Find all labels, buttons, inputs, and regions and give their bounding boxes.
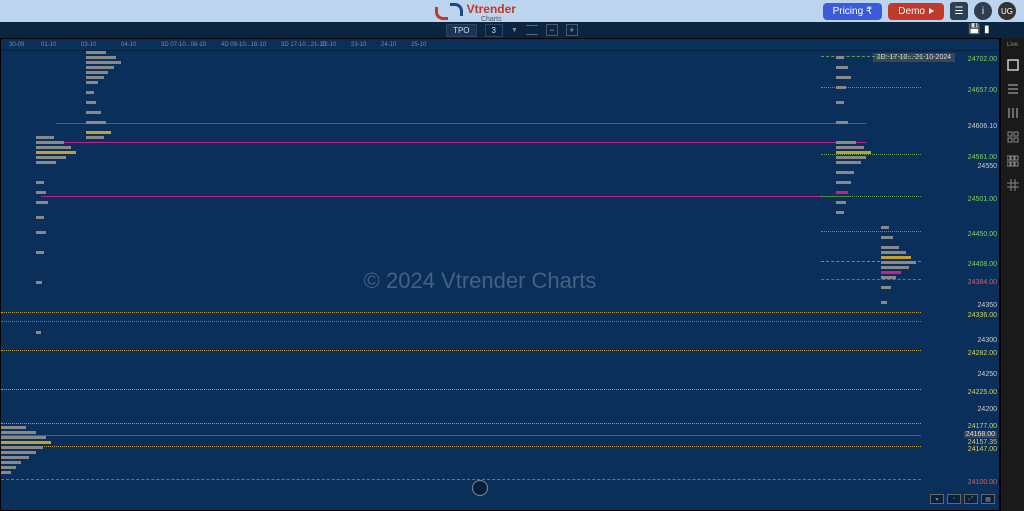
grid-icon[interactable]: ▦ <box>981 494 995 504</box>
date-tick: 24-10 <box>381 42 396 48</box>
level-line <box>1 389 921 390</box>
price-axis: ▾ ▫ ⤢ ▦ 24702.0024657.0024606.1024561.00… <box>959 51 999 510</box>
date-tick: 03-10 <box>81 42 96 48</box>
date-tick: 01-10 <box>41 42 56 48</box>
avatar[interactable]: UG <box>998 2 1016 20</box>
expand-icon[interactable]: ⤢ <box>964 494 978 504</box>
level-line <box>1 423 921 424</box>
play-icon <box>929 8 934 14</box>
price-tick: 24384.00 <box>968 279 997 286</box>
date-axis: 30-09 01-10 03-10 04-10 3D 07-10...08-10 4D 0… <box>1 39 999 51</box>
price-tick: 24177.00 <box>968 423 997 430</box>
price-tick: 24157.35 <box>968 439 997 446</box>
level-line <box>1 321 921 322</box>
price-tick: 24200 <box>978 406 997 413</box>
price-tick: 24702.00 <box>968 56 997 63</box>
price-tick: 24282.00 <box>968 350 997 357</box>
menu-icon[interactable]: ☰ <box>950 2 968 20</box>
price-tick: 24606.10 <box>968 123 997 130</box>
date-tick: 25-10 <box>411 42 426 48</box>
grid9-icon[interactable] <box>1006 178 1020 192</box>
price-tick: 24336.00 <box>968 312 997 319</box>
price-tick: 24147.00 <box>968 446 997 453</box>
price-tick: 24561.00 <box>968 154 997 161</box>
tpo-label[interactable]: TPO <box>446 24 476 37</box>
level-line <box>821 154 921 155</box>
logo-icon <box>435 3 463 19</box>
date-tick: 4D 09-10...16-10 <box>221 42 266 48</box>
level-line <box>1 312 921 313</box>
toolbar: TPO 3 ▼ − + 💾 ▮ <box>0 22 1024 38</box>
price-tick: 24350 <box>978 302 997 309</box>
columns-icon[interactable] <box>1006 106 1020 120</box>
plus-button[interactable]: + <box>566 24 578 36</box>
info-icon[interactable]: i <box>974 2 992 20</box>
live-label: Live <box>1007 42 1018 48</box>
price-tick: 24100.00 <box>968 479 997 486</box>
level-line <box>41 196 851 197</box>
price-tick: 24225.00 <box>968 389 997 396</box>
level-line <box>821 231 921 232</box>
pricing-button[interactable]: Pricing ₹ <box>823 3 883 20</box>
right-sidebar: Live <box>1000 38 1024 511</box>
square-icon[interactable] <box>1006 58 1020 72</box>
tpo-value[interactable]: 3 <box>485 24 503 37</box>
lines-icon[interactable] <box>526 25 538 35</box>
chart-body[interactable]: © 2024 Vtrender Charts 3D: 17-10... 21-1… <box>1 51 959 510</box>
demo-button[interactable]: Demo <box>888 3 944 20</box>
v-icon[interactable]: ▾ <box>930 494 944 504</box>
main-area: 30-09 01-10 03-10 04-10 3D 07-10...08-10 4D 0… <box>0 38 1024 511</box>
watermark: © 2024 Vtrender Charts <box>364 268 597 294</box>
focus-icon[interactable] <box>472 480 488 496</box>
level-line <box>1 479 921 480</box>
grid4-icon[interactable] <box>1006 130 1020 144</box>
level-line <box>56 123 866 124</box>
level-line <box>56 142 866 143</box>
price-tick: 24300 <box>978 337 997 344</box>
level-line <box>1 350 921 351</box>
level-line <box>1 435 921 436</box>
date-tick: 22-10 <box>321 42 336 48</box>
price-tick: 24250 <box>978 371 997 378</box>
price-tick: 24408.00 <box>968 261 997 268</box>
date-tick: 04-10 <box>121 42 136 48</box>
price-tick: 24168.00 <box>964 431 997 438</box>
minus-button[interactable]: − <box>546 24 558 36</box>
bookmark-icon[interactable]: ▮ <box>984 24 996 36</box>
top-bar: Vtrender Charts Pricing ₹ Demo ☰ i UG <box>0 0 1024 22</box>
price-tick: 24550 <box>978 163 997 170</box>
dropdown-icon[interactable]: ▼ <box>511 27 518 34</box>
date-tick: 3D 07-10...08-10 <box>161 42 206 48</box>
price-tick: 24657.00 <box>968 87 997 94</box>
logo-text: Vtrender <box>467 2 516 16</box>
grid6-icon[interactable] <box>1006 154 1020 168</box>
level-line <box>821 196 921 197</box>
level-line <box>1 446 921 447</box>
logo: Vtrender Charts <box>435 0 516 23</box>
date-tick: 3D 17-10...21-10 <box>281 42 326 48</box>
level-line <box>821 279 921 280</box>
save-icon[interactable]: 💾 <box>968 24 980 36</box>
price-tick: 24450.00 <box>968 231 997 238</box>
chart-container[interactable]: 30-09 01-10 03-10 04-10 3D 07-10...08-10 4D 0… <box>0 38 1000 511</box>
list-icon[interactable] <box>1006 82 1020 96</box>
mc-icon[interactable]: ▫ <box>947 494 961 504</box>
date-tick: 30-09 <box>9 42 24 48</box>
date-badge: 3D: 17-10... 21-10-2024 <box>873 53 955 62</box>
date-tick: 23-10 <box>351 42 366 48</box>
demo-label: Demo <box>898 6 925 17</box>
price-tick: 24501.00 <box>968 196 997 203</box>
